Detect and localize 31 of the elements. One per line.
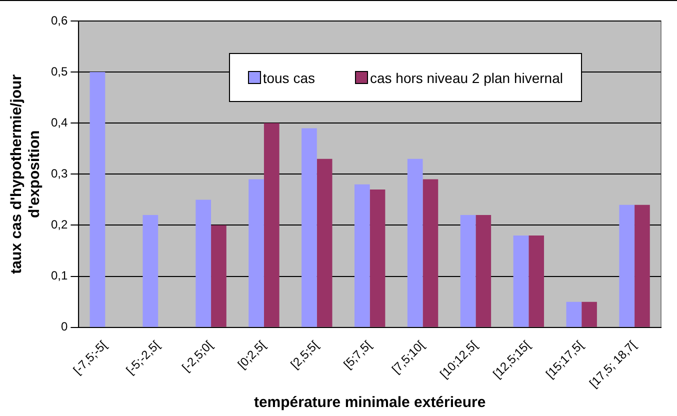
bar [211,225,226,327]
bar [316,158,332,327]
bar [566,302,582,327]
bar [302,128,317,327]
x-axis-title: température minimale extérieure [254,394,486,412]
bar [460,215,476,327]
bar [422,179,438,327]
y-tick-label: 0 [60,320,68,334]
bar [582,302,597,327]
y-tick-label: 0,6 [50,13,68,28]
legend-label: cas hors niveau 2 plan hivernal [368,70,563,86]
y-tick-label: 0,4 [50,115,68,130]
bar [634,204,650,327]
y-axis-title: taux cas d'hypothermie/jour d'exposition [8,74,44,274]
bar [370,189,386,327]
bar [513,235,529,327]
y-tick-label: 0,3 [50,166,68,180]
y-tick-label: 0,1 [50,268,68,283]
legend-label: tous cas [262,70,315,86]
bar [196,200,212,327]
bar [354,184,370,327]
bar [90,72,106,327]
bar [619,204,635,327]
bar [142,215,158,327]
y-tick-label: 0,2 [50,218,68,232]
bar [407,158,423,327]
bar [248,179,264,327]
bar [528,235,544,327]
y-tick-label: 0,5 [50,64,68,78]
bar [264,123,280,327]
bar [476,215,492,327]
